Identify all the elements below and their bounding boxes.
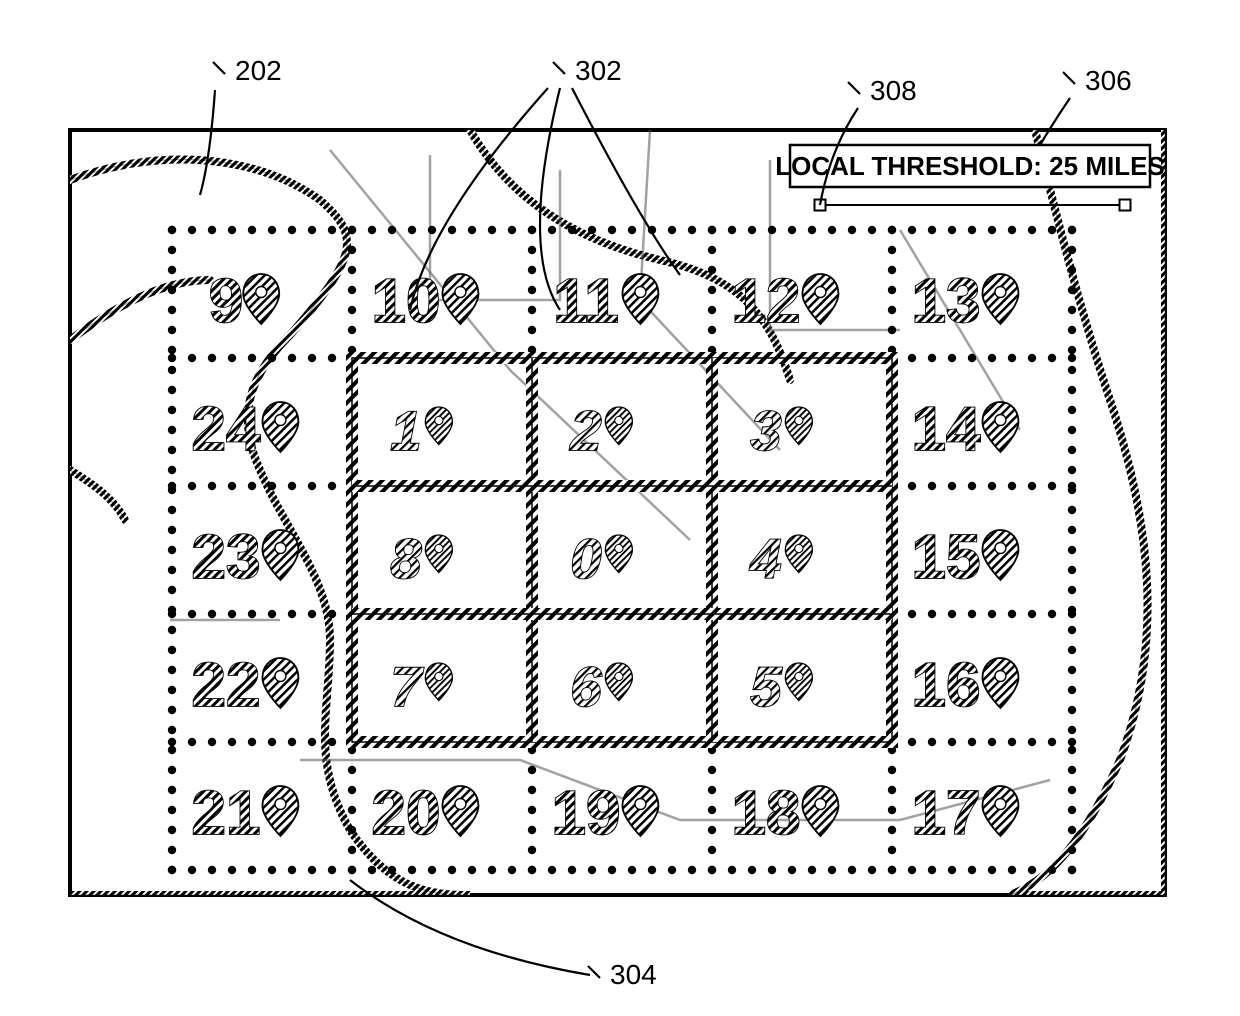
grid-cell-number: 15 (912, 523, 981, 592)
grid-cell-number: 20 (372, 779, 441, 848)
grid-cell-number: 7 (390, 655, 424, 718)
map-pin-icon (605, 535, 632, 573)
callout-tick (848, 82, 860, 94)
grid-cell-number: 10 (372, 267, 441, 336)
grid-cell-number: 2 (569, 399, 601, 462)
grid-cell-number: 12 (732, 267, 801, 336)
grid-cell-number: 22 (192, 651, 261, 720)
callout-tick (553, 62, 565, 74)
map-pin-icon (982, 402, 1018, 452)
callout-tick (1063, 72, 1075, 84)
grid-cell-number: 5 (750, 655, 782, 718)
map-pin-icon (262, 786, 298, 836)
map-pin-icon (262, 402, 298, 452)
grid-cell-number: 19 (552, 779, 621, 848)
grid-cell-number: 13 (912, 267, 981, 336)
map-pin-icon (425, 663, 452, 701)
callout-308: 308 (870, 75, 917, 106)
grid-cell-number: 17 (912, 779, 981, 848)
map-pin-icon (785, 407, 812, 445)
patent-figure-canvas: 9101112132412323804227651415162120191817… (0, 0, 1240, 1011)
grid-cell-number: 16 (912, 651, 981, 720)
map-pin-icon (982, 530, 1018, 580)
callout-tick (213, 62, 225, 74)
map-pin-icon (982, 786, 1018, 836)
map-pin-icon (262, 530, 298, 580)
map-pin-icon (425, 535, 452, 573)
map-pin-icon (442, 786, 478, 836)
grid-cell-number: 24 (192, 395, 261, 464)
map-pin-icon (262, 658, 298, 708)
callout-306: 306 (1085, 65, 1132, 96)
map-pin-icon (982, 658, 1018, 708)
grid-cell-number: 23 (192, 523, 261, 592)
map-pin-icon (425, 407, 452, 445)
callout-202: 202 (235, 55, 282, 86)
callout-leader (1040, 98, 1070, 145)
grid-cell-number: 9 (209, 267, 243, 336)
grid-cell-number: 1 (390, 399, 421, 462)
grid-cell-number: 0 (570, 527, 601, 590)
callout-tick (588, 966, 600, 978)
figure-svg: 9101112132412323804227651415162120191817… (0, 0, 1240, 1011)
map-pin-icon (605, 663, 632, 701)
grid-cell-number: 21 (192, 779, 261, 848)
map-pin-icon (622, 786, 658, 836)
map-pin-icon (622, 274, 658, 324)
grid-cell-number: 18 (732, 779, 801, 848)
callout-leader (200, 90, 215, 195)
map-pin-icon (802, 274, 838, 324)
grid-cell-number: 3 (750, 399, 781, 462)
callout-302: 302 (575, 55, 622, 86)
threshold-slider-handle-right[interactable] (1120, 200, 1131, 211)
grid-cell-number: 14 (912, 395, 981, 464)
map-pin-icon (442, 274, 478, 324)
map-pin-icon (982, 274, 1018, 324)
grid-cell-number: 8 (390, 527, 422, 590)
map-pin-icon (243, 274, 279, 324)
map-pin-icon (785, 535, 812, 573)
grid-cell-number: 6 (570, 655, 602, 718)
callouts: 202302308306304 (200, 55, 1132, 990)
grid-cell-number: 4 (749, 527, 781, 590)
callout-304: 304 (610, 959, 657, 990)
map-pin-icon (785, 663, 812, 701)
grid-cell-number: 11 (553, 267, 619, 336)
map-pin-icon (605, 407, 632, 445)
map-pin-icon (802, 786, 838, 836)
